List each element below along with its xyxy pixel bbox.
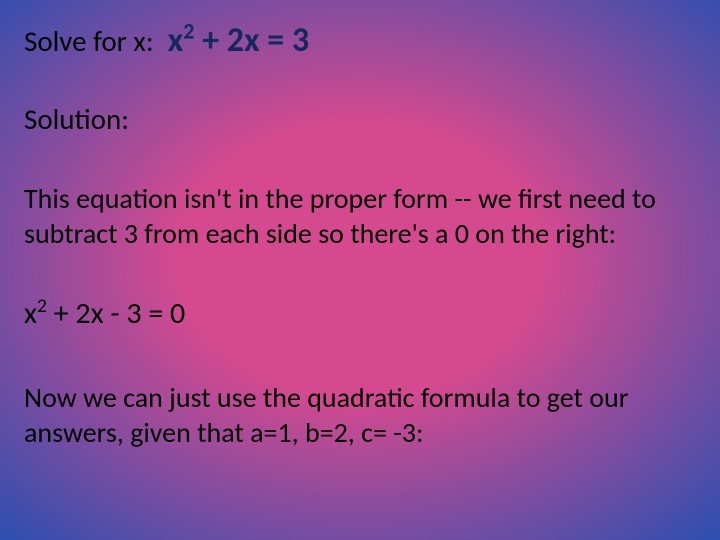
title-line: Solve for x: x2 + 2x = 3 — [24, 20, 696, 61]
explanation-paragraph-2: Now we can just use the quadratic formul… — [24, 380, 696, 450]
rearranged-equation: x2 + 2x - 3 = 0 — [24, 295, 696, 332]
prompt-label: Solve for x: — [24, 23, 154, 59]
main-equation: x2 + 2x = 3 — [168, 20, 310, 61]
slide-content: Solve for x: x2 + 2x = 3 Solution: This … — [24, 20, 696, 450]
slide: Solve for x: x2 + 2x = 3 Solution: This … — [0, 0, 720, 540]
solution-label: Solution: — [24, 101, 696, 137]
explanation-paragraph-1: This equation isn't in the proper form -… — [24, 181, 696, 251]
